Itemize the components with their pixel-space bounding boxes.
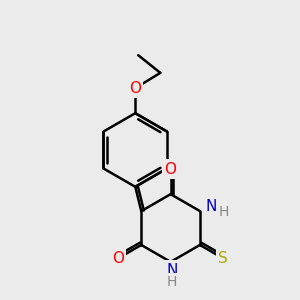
Text: S: S	[218, 251, 228, 266]
Text: O: O	[129, 81, 141, 96]
Text: H: H	[218, 205, 229, 219]
Text: O: O	[112, 251, 124, 266]
Text: N: N	[206, 199, 217, 214]
Text: H: H	[167, 275, 177, 290]
Text: N: N	[167, 262, 178, 278]
Text: O: O	[165, 162, 177, 177]
